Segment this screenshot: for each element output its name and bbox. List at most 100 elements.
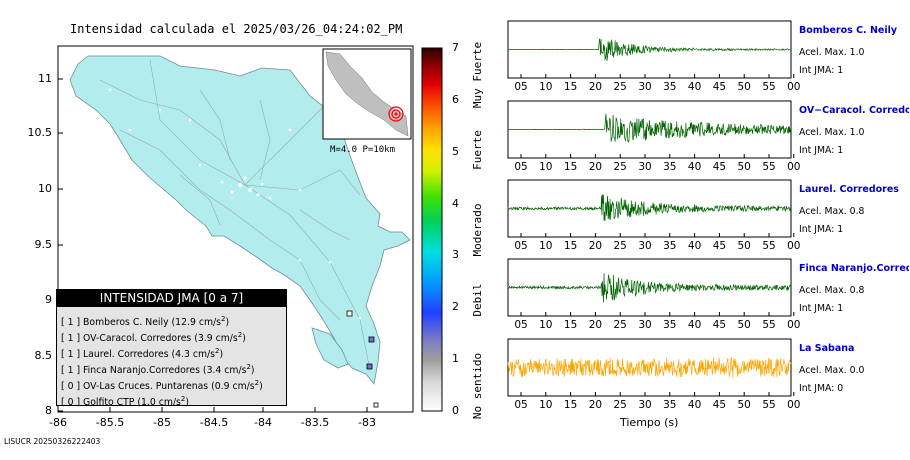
station-acel-max: Acel. Max. 0.0 [799,365,865,376]
seismogram-x-tick-label: 50 [737,161,751,173]
inset-label: M=4.0 P=10km [330,145,396,155]
legend-close: ) [259,381,263,393]
seismogram-x-tick-label: 55 [762,240,776,252]
seismogram-x-tick-label: 05 [514,319,528,331]
legend-station: OV-Las Cruces. Puntarenas (0.9 cm/s [83,381,255,393]
station-int-jma: Int JMA: 1 [799,224,844,235]
station-int-jma: Int JMA: 1 [799,145,844,156]
legend-station: Bomberos C. Neily (12.9 cm/s [83,317,221,329]
seismogram-x-tick-label: 35 [663,161,677,173]
seismogram-x-tick-label: 45 [712,319,727,331]
seismogram-x-tick-label: 40 [687,319,702,331]
station-name: Finca Naranjo.Corredor [799,263,909,274]
seismogram-trace [507,356,792,378]
seismogram-x-tick-label: 25 [613,240,627,252]
map-x-tick-label: -83.5 [300,416,330,429]
seismogram-0 [507,20,795,79]
colorbar-tick-label: 2 [452,300,459,314]
map-x-tick-label: -85.5 [95,416,125,429]
seismogram-x-tick-label: 40 [687,81,702,93]
seismogram-x-tick-label: 00 [787,81,801,93]
colorbar-tick-label: 0 [452,404,459,417]
seismogram-x-tick-label: 55 [762,399,776,411]
seismogram-x-tick-label: 30 [638,81,652,93]
legend-intensity: [ 1 ] [61,317,81,329]
seismogram-x-tick-label: 05 [514,240,528,252]
seismogram-x-tick-label: 10 [539,161,553,173]
seismogram-x-tick-label: 55 [762,161,776,173]
colorbar-tick-label: 1 [452,352,459,366]
legend-row: [ 0 ] Golfito CTP (1.0 cm/s2) [57,391,286,408]
seismogram-trace [507,113,792,144]
legend-close: ) [250,365,255,377]
station-name: Laurel. Corredores [799,184,899,195]
seismogram-4 [507,338,795,397]
seismogram-x-tick-label: 10 [539,319,553,331]
legend-unit-sup: 2 [254,379,260,387]
legend-close: ) [219,349,224,361]
seismogram-x-tick-label: 00 [787,240,801,252]
seismogram-x-tick-label: 25 [613,81,627,93]
seismogram-x-tick-label: 15 [563,240,578,252]
legend-row: [ 1 ] Bomberos C. Neily (12.9 cm/s2) [57,311,286,329]
colorbar-tick-label: 3 [452,248,459,262]
legend-unit-sup: 2 [246,363,251,371]
legend-row: [ 1 ] Finca Naranjo.Corredores (3.4 cm/s2… [57,359,286,377]
station-int-jma: Int JMA: 0 [799,383,844,394]
seismogram-x-tick-label: 25 [613,319,627,331]
seismogram-x-tick-label: 25 [613,399,627,411]
station-acel-max: Acel. Max. 0.8 [799,285,865,296]
seismogram-trace [507,194,792,222]
legend-row: [ 1 ] Laurel. Corredores (4.3 cm/s2) [57,343,286,361]
legend-row: [ 0 ] OV-Las Cruces. Puntarenas (0.9 cm/s… [57,375,286,393]
station-markers [346,310,379,408]
seismogram-x-tick-label: 10 [539,240,553,252]
seismogram-x-tick-label: 25 [613,161,627,173]
seismogram-x-tick-label: 30 [638,161,652,173]
seismogram-trace [507,273,792,303]
seismogram-x-tick-label: 50 [737,81,751,93]
station-name: La Sabana [799,343,855,354]
seismogram-x-tick-label: 05 [514,399,528,411]
seismogram-x-tick-label: 45 [712,81,727,93]
seismogram-x-tick-label: 35 [663,240,677,252]
seismogram-x-tick-label: 00 [787,319,801,331]
legend-intensity: [ 1 ] [61,349,81,361]
legend-station: OV-Caracol. Corredores (3.9 cm/s [83,333,238,345]
colorbar-tick-label: 7 [452,41,459,54]
map-x-tick-label: -85 [153,416,171,429]
station-acel-max: Acel. Max. 1.0 [799,127,865,138]
legend-row: [ 1 ] OV-Caracol. Corredores (3.9 cm/s2) [57,327,286,345]
seismogram-x-tick-label: 30 [638,240,652,252]
legend-unit-sup: 2 [237,331,243,339]
seismogram-x-tick-label: 20 [588,240,603,252]
legend-unit-sup: 2 [215,347,220,355]
seismogram-x-tick-label: 50 [737,399,751,411]
map-y-tick-label: 9.5 [34,238,53,251]
seismogram-x-tick-label: 10 [539,399,553,411]
station-int-jma: Int JMA: 1 [799,303,844,314]
osa-peninsula [311,327,349,369]
footer-id: LISUCR 20250326222403 [4,437,101,446]
seismogram-x-tick-label: 45 [712,240,727,252]
legend-intensity: [ 1 ] [61,365,81,377]
colorbar-tick-label: 4 [452,196,459,210]
seismogram-x-tick-label: 35 [663,319,677,331]
legend-intensity: [ 1 ] [61,333,81,345]
city-dots [108,88,362,320]
seismogram-x-tick-label: 20 [588,319,603,331]
seismogram-x-tick-label: 15 [563,161,578,173]
seismogram-x-tick-label: 45 [712,161,727,173]
seismogram-x-tick-label: 30 [638,319,652,331]
intensity-legend: INTENSIDAD JMA [0 a 7] [ 1 ] Bomberos C. … [56,289,287,408]
legend-intensity: [ 0 ] [61,397,81,409]
seismogram-x-tick-label: 35 [663,81,677,93]
seismogram-3 [507,258,795,317]
seismogram-x-tick-label: 40 [687,161,702,173]
map-y-tick-label: 10.5 [27,126,53,139]
map-x-tick-label: -84 [254,416,272,429]
legend-intensity: [ 0 ] [61,381,81,393]
legend-unit-sup: 2 [180,395,186,403]
seismogram-x-tick-label: 20 [588,81,603,93]
